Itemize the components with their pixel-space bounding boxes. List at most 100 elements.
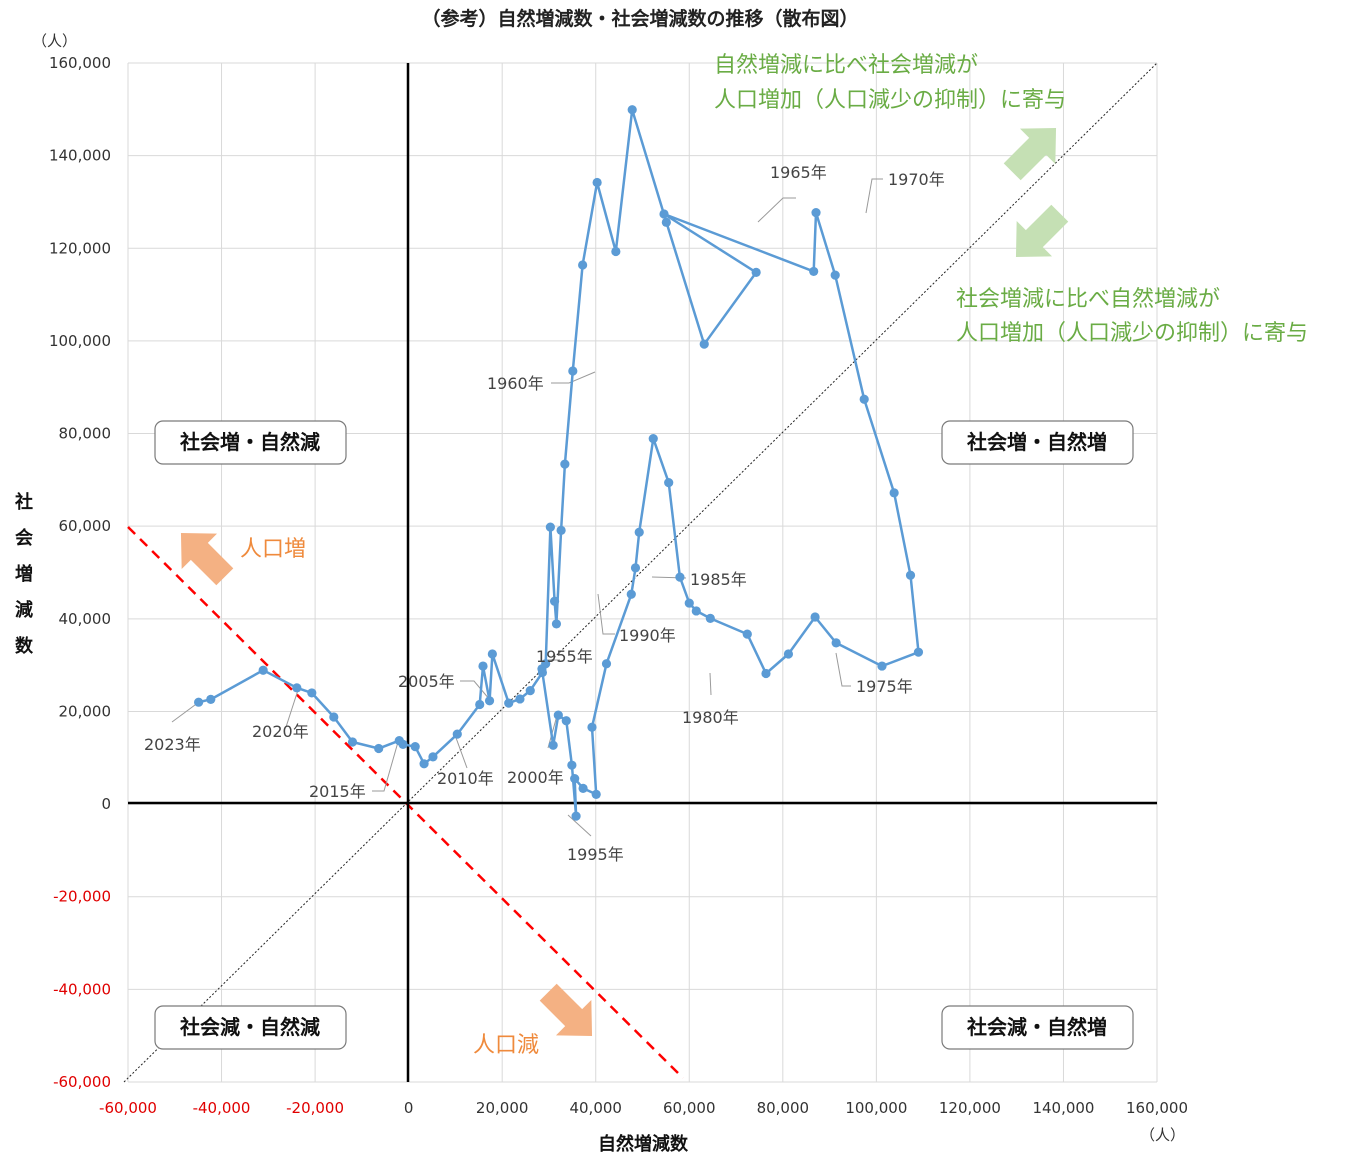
population-increase-label: 人口増 bbox=[240, 537, 306, 562]
green-arrow-up-icon bbox=[1003, 127, 1057, 181]
svg-text:社会減・自然増: 社会減・自然増 bbox=[966, 1015, 1107, 1039]
year-labels: 1955年 1960年 1965年 1970年 1975年 1980年 1985… bbox=[144, 163, 945, 864]
x-tick-labels: -60,000 -40,000 -20,000 0 20,000 40,000 60,000… bbox=[99, 1099, 1188, 1117]
data-point bbox=[684, 598, 694, 608]
data-point bbox=[877, 661, 887, 671]
data-point bbox=[537, 667, 548, 678]
year-label-2010: 2010年 bbox=[437, 769, 494, 788]
y-tick-label: -40,000 bbox=[53, 980, 111, 998]
data-point bbox=[475, 699, 485, 710]
data-point bbox=[578, 783, 588, 793]
data-point bbox=[419, 759, 429, 769]
data-point bbox=[626, 589, 636, 599]
data-point bbox=[567, 760, 577, 770]
orange-arrow-up-icon bbox=[180, 532, 234, 586]
quadrant-label-bottom-right: 社会減・自然増 bbox=[941, 1005, 1134, 1050]
y-tick-labels: -60,000 -40,000 -20,000 0 20,000 40,000 60,000… bbox=[49, 54, 111, 1091]
data-point bbox=[810, 612, 820, 622]
data-point bbox=[905, 570, 916, 580]
x-tick-label: 160,000 bbox=[1126, 1099, 1188, 1117]
data-point bbox=[913, 647, 924, 657]
x-tick-label: 140,000 bbox=[1032, 1099, 1094, 1117]
y-axis-title: 社会増減数 bbox=[15, 491, 34, 657]
data-point bbox=[515, 694, 525, 704]
data-point bbox=[611, 246, 621, 257]
y-tick-label: 60,000 bbox=[59, 517, 112, 535]
data-point bbox=[889, 488, 899, 498]
data-point bbox=[553, 710, 563, 720]
year-label-1960: 1960年 bbox=[487, 374, 544, 393]
data-point bbox=[551, 619, 562, 629]
data-point bbox=[627, 105, 637, 115]
quadrant-label-top-left: 社会増・自然減 bbox=[154, 420, 347, 465]
x-tick-label: 40,000 bbox=[569, 1099, 622, 1117]
data-point bbox=[545, 522, 555, 532]
x-tick-label: -40,000 bbox=[193, 1099, 251, 1117]
data-point bbox=[570, 774, 580, 784]
data-point bbox=[504, 698, 514, 708]
y-tick-label: 140,000 bbox=[49, 147, 111, 165]
series-points bbox=[194, 105, 924, 821]
data-point bbox=[675, 572, 685, 582]
annotation-leader-lines bbox=[171, 178, 883, 837]
year-label-2000: 2000年 bbox=[507, 768, 564, 787]
x-tick-label: 80,000 bbox=[757, 1099, 810, 1117]
data-point bbox=[571, 811, 581, 821]
data-point bbox=[634, 527, 644, 537]
social-contribution-note-line2: 人口増加（人口減少の抑制）に寄与 bbox=[714, 88, 1066, 113]
x-tick-label: 60,000 bbox=[663, 1099, 716, 1117]
data-point bbox=[548, 740, 558, 750]
x-tick-label: 0 bbox=[404, 1099, 414, 1117]
y-tick-label: -20,000 bbox=[53, 888, 111, 906]
data-point bbox=[410, 742, 420, 752]
x-tick-label: 120,000 bbox=[939, 1099, 1001, 1117]
data-point bbox=[691, 606, 701, 616]
year-label-1990: 1990年 bbox=[619, 626, 676, 645]
data-point bbox=[587, 722, 597, 732]
data-point bbox=[452, 729, 462, 739]
data-point bbox=[705, 613, 715, 623]
y-tick-label: -60,000 bbox=[53, 1073, 111, 1091]
data-point bbox=[761, 668, 771, 679]
data-point bbox=[329, 712, 339, 722]
svg-text:社会増減数: 社会増減数 bbox=[15, 491, 34, 657]
data-point bbox=[568, 366, 578, 376]
data-point bbox=[525, 686, 535, 696]
svg-text:社会増・自然増: 社会増・自然増 bbox=[966, 430, 1107, 454]
data-point bbox=[661, 217, 671, 227]
data-point bbox=[394, 736, 404, 746]
data-point bbox=[699, 339, 709, 349]
year-label-1965: 1965年 bbox=[770, 163, 827, 182]
data-point bbox=[751, 267, 761, 277]
data-point bbox=[292, 683, 302, 693]
x-tick-label: 100,000 bbox=[845, 1099, 907, 1117]
data-point bbox=[560, 459, 570, 469]
data-point bbox=[374, 743, 384, 754]
data-point bbox=[859, 394, 869, 404]
data-point bbox=[648, 434, 658, 444]
x-tick-label: -20,000 bbox=[286, 1099, 344, 1117]
y-tick-label: 120,000 bbox=[49, 239, 111, 257]
year-label-2020: 2020年 bbox=[252, 722, 309, 741]
data-point bbox=[478, 661, 488, 671]
data-point bbox=[809, 266, 819, 277]
data-point bbox=[592, 177, 602, 188]
data-point bbox=[601, 659, 612, 669]
natural-contribution-note-line1: 社会増減に比べ自然増減が bbox=[956, 287, 1220, 312]
year-label-1975: 1975年 bbox=[856, 677, 913, 696]
social-contribution-note-line1: 自然増減に比べ社会増減が bbox=[714, 53, 978, 78]
gridlines bbox=[127, 62, 1158, 1083]
y-tick-label: 160,000 bbox=[49, 54, 111, 72]
y-tick-label: 0 bbox=[101, 795, 111, 813]
data-point bbox=[659, 209, 669, 219]
year-label-1985: 1985年 bbox=[690, 570, 747, 589]
data-point bbox=[783, 649, 794, 659]
data-point bbox=[831, 638, 841, 648]
series-line bbox=[198, 108, 920, 818]
diagonal-reference-line bbox=[123, 62, 1158, 1083]
data-point bbox=[307, 688, 317, 698]
year-label-2015: 2015年 bbox=[309, 782, 366, 801]
data-point bbox=[549, 596, 560, 606]
x-unit-label: （人） bbox=[1140, 1126, 1185, 1144]
